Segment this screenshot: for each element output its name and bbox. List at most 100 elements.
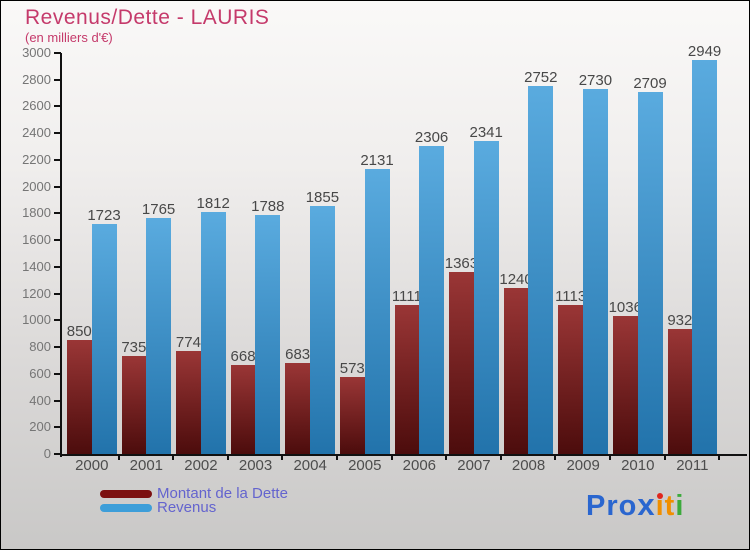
- value-label-dette-2006: 1111: [391, 288, 422, 306]
- value-label-revenus-2011: 2949: [687, 42, 722, 60]
- y-tick-label: 800: [29, 339, 51, 355]
- bar-revenus-2007: [473, 141, 499, 454]
- y-tick: [54, 346, 61, 349]
- value-label-revenus-2005: 2131: [360, 152, 394, 170]
- y-tick-label: 1200: [22, 285, 51, 301]
- value-label-dette-2000: 850: [66, 323, 92, 341]
- bar-revenus-2004: [309, 206, 335, 454]
- x-category-label: 2008: [511, 457, 546, 474]
- x-category-label: 2004: [293, 457, 327, 474]
- y-tick-label: 0: [43, 446, 51, 461]
- value-label-dette-2010: 1036: [608, 298, 642, 316]
- y-tick: [54, 52, 61, 54]
- bar-revenus-2011: [692, 59, 718, 454]
- y-tick: [54, 319, 61, 322]
- value-label-dette-2008: 1240: [499, 271, 533, 289]
- x-tick: [663, 456, 666, 460]
- y-tick: [54, 132, 61, 135]
- y-tick-label: 1800: [22, 205, 51, 221]
- y-tick: [54, 212, 61, 215]
- x-category-label: 2007: [457, 457, 491, 474]
- x-tick: [554, 456, 557, 460]
- x-tick: [718, 456, 721, 460]
- bar-revenus-2005: [364, 169, 390, 454]
- bar-dette-2008: [503, 288, 529, 454]
- logo-letter-dot: [656, 493, 663, 499]
- x-category-label: 2009: [566, 457, 600, 474]
- value-label-dette-2009: 1113: [555, 288, 587, 306]
- value-label-dette-2002: 774: [175, 333, 201, 351]
- x-category-label: 2000: [75, 457, 109, 474]
- value-label-revenus-2009: 2730: [578, 72, 613, 90]
- y-tick: [54, 239, 61, 242]
- y-axis: [60, 53, 62, 457]
- logo-letter-3: x: [637, 487, 656, 522]
- y-tick-label: 2000: [22, 178, 51, 194]
- x-category-label: 2002: [184, 457, 218, 474]
- y-tick: [54, 292, 61, 295]
- x-tick: [117, 456, 120, 460]
- legend-label-revenus: Revenus: [157, 499, 217, 516]
- y-tick-label: 2600: [22, 98, 51, 114]
- y-tick-label: 1600: [22, 232, 51, 248]
- y-tick-label: 1000: [22, 312, 51, 328]
- y-tick: [54, 372, 61, 375]
- value-label-dette-2007: 1363: [444, 254, 479, 272]
- x-category-label: 2001: [129, 457, 164, 474]
- x-category-label: 2011: [676, 457, 709, 474]
- y-tick: [54, 265, 61, 268]
- value-label-dette-2003: 668: [230, 347, 256, 365]
- value-label-revenus-2006: 2306: [414, 128, 449, 146]
- bar-revenus-2010: [637, 91, 663, 454]
- bar-dette-2004: [285, 362, 310, 454]
- x-axis: [60, 454, 747, 456]
- x-tick: [336, 456, 338, 460]
- x-tick: [172, 456, 175, 460]
- y-tick: [54, 453, 61, 455]
- logo-letter-0: P: [586, 490, 607, 522]
- bar-revenus-2006: [419, 145, 445, 454]
- proxiti-logo[interactable]: Proxı ti: [586, 487, 684, 523]
- y-tick: [54, 158, 61, 161]
- y-tick: [54, 78, 61, 81]
- bar-dette-2007: [449, 271, 474, 454]
- bar-revenus-2000: [91, 223, 117, 454]
- logo-letter-2: o: [618, 490, 638, 522]
- y-tick: [54, 105, 61, 108]
- bar-revenus-2003: [255, 215, 281, 454]
- value-label-revenus-2002: 1812: [196, 194, 230, 212]
- value-label-revenus-2007: 2341: [469, 124, 503, 142]
- y-tick-label: 2200: [22, 151, 51, 167]
- bar-dette-2003: [230, 364, 256, 454]
- bar-dette-2005: [340, 377, 365, 454]
- logo-letter-5: t: [664, 490, 676, 522]
- y-tick: [54, 185, 61, 188]
- x-category-label: 2005: [348, 457, 382, 474]
- legend-item-dette: Montant de la Dette: [100, 485, 288, 502]
- legend-swatch-revenus: [100, 504, 152, 512]
- x-category-label: 2003: [238, 457, 273, 474]
- x-tick: [281, 456, 284, 460]
- value-label-revenus-2010: 2709: [633, 74, 667, 92]
- bar-dette-2006: [394, 305, 420, 454]
- x-category-label: 2010: [621, 457, 655, 474]
- y-tick-label: 1400: [22, 258, 51, 274]
- x-tick: [390, 456, 393, 460]
- value-label-revenus-2003: 1788: [251, 198, 285, 215]
- logo-letter-6: i: [675, 490, 685, 522]
- bar-dette-2011: [667, 329, 693, 454]
- x-category-label: 2006: [402, 457, 437, 474]
- page-subtitle: (en milliers d'€): [25, 30, 113, 45]
- y-tick-label: 600: [29, 365, 51, 381]
- value-label-revenus-2001: 1765: [141, 201, 176, 219]
- value-label-revenus-2004: 1855: [305, 189, 340, 207]
- bar-revenus-2008: [528, 86, 554, 454]
- logo-letter-1: r: [606, 490, 619, 522]
- bar-revenus-2001: [146, 218, 172, 454]
- legend-swatch-dette: [100, 490, 152, 498]
- legend-label-dette: Montant de la Dette: [157, 485, 288, 502]
- value-label-revenus-2008: 2752: [524, 69, 558, 87]
- bar-dette-2002: [176, 350, 201, 454]
